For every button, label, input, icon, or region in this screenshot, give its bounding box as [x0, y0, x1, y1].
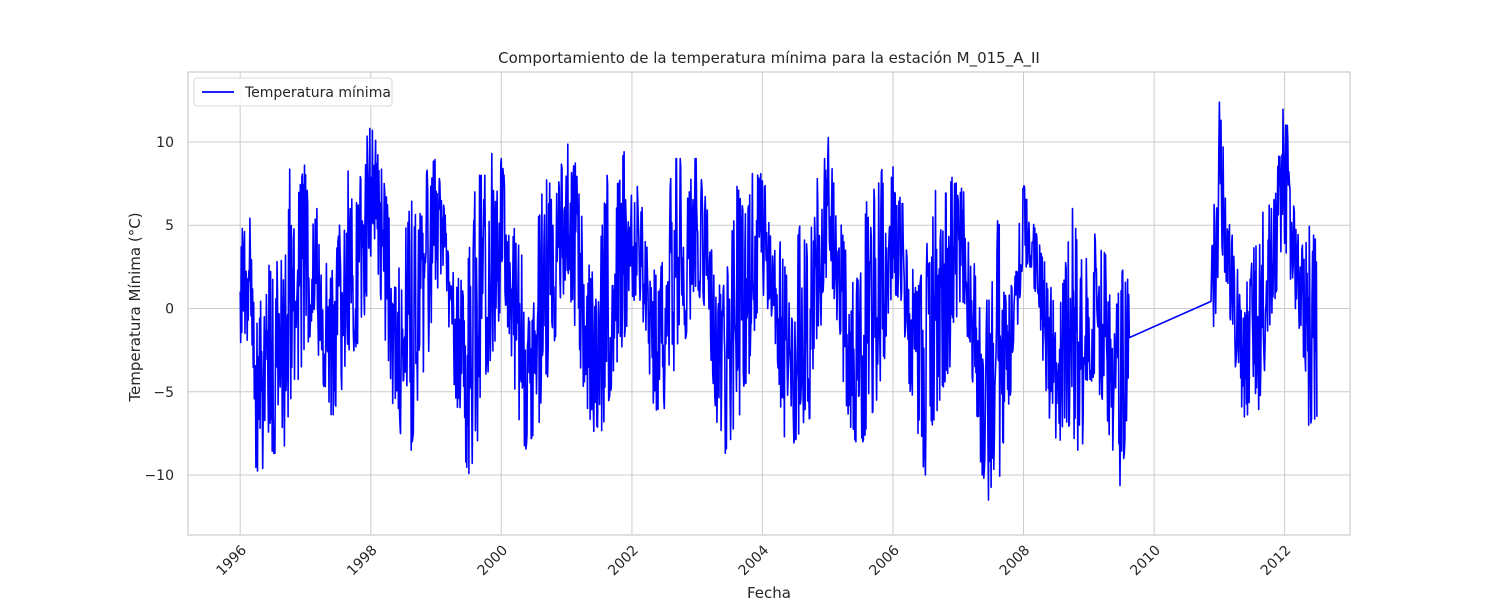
x-axis-title: Fecha: [747, 584, 791, 600]
legend: Temperatura mínima: [193, 77, 393, 107]
y-tick-label: −10: [144, 468, 174, 484]
series-layer: [239, 101, 1318, 501]
plot-frame: [187, 71, 1351, 536]
tick-labels: 1996 1998 2000 2002 2004 2006 2008 2010 2012−10−…: [144, 135, 1294, 579]
y-tick-label: 10: [156, 135, 174, 151]
y-tick-label: −5: [153, 385, 174, 401]
series-line-temperatura-minima: [239, 101, 1318, 501]
y-tick-label: 5: [165, 218, 174, 234]
y-tick-label: 0: [165, 301, 174, 317]
chart-title: Comportamiento de la temperatura mínima …: [498, 49, 1040, 68]
legend-label: Temperatura mínima: [244, 85, 391, 101]
y-axis-title: Temperatura Mínima (°C): [126, 212, 144, 402]
legend-box: [193, 77, 393, 107]
